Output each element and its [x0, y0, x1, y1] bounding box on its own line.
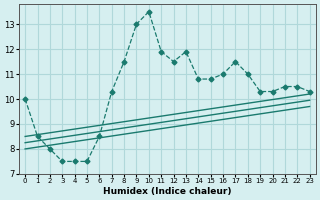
X-axis label: Humidex (Indice chaleur): Humidex (Indice chaleur) [103, 187, 232, 196]
